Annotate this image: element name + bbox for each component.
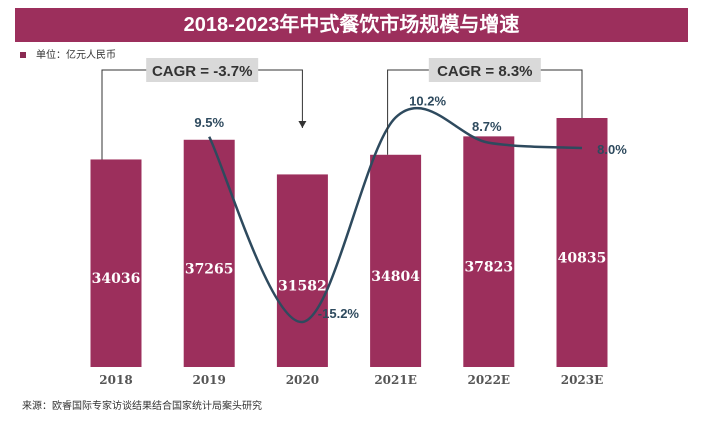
bar-value-label: 34804 <box>371 269 420 285</box>
cagr-label: CAGR = 8.3% <box>437 63 532 80</box>
bar-value-label: 34036 <box>92 271 141 287</box>
bar-2018 <box>90 159 142 367</box>
growth-label: 9.5% <box>194 115 224 130</box>
growth-label: 8.0% <box>597 142 627 157</box>
unit-text: 单位：亿元人民币 <box>36 50 116 61</box>
growth-label: 8.7% <box>472 119 502 134</box>
bullet-icon <box>20 52 26 59</box>
growth-line <box>208 106 583 324</box>
cagr-box <box>428 58 541 82</box>
bar-2019 <box>183 139 235 367</box>
bar-2023E <box>556 118 608 367</box>
bar-value-label: 37823 <box>464 260 513 276</box>
bar-2022E <box>463 136 515 367</box>
bar-2021E <box>370 154 422 367</box>
chart-title: 2018-2023年中式餐饮市场规模与增速 <box>15 8 688 42</box>
bar-value-label: 37265 <box>185 261 234 277</box>
cagr-label: CAGR = -3.7% <box>152 63 252 80</box>
growth-label: -15.2% <box>318 306 360 321</box>
source-note: 来源：欧睿国际专家访谈结果结合国家统计局案头研究 <box>22 401 262 412</box>
bar-2020 <box>276 174 328 367</box>
x-tick-label: 2020 <box>286 373 319 387</box>
growth-label: 10.2% <box>409 94 446 109</box>
x-tick-label: 2019 <box>192 373 225 387</box>
bar-value-label: 31582 <box>278 279 327 295</box>
unit-label: 单位：亿元人民币 <box>20 46 116 61</box>
cagr-box <box>146 58 259 82</box>
bar-value-label: 40835 <box>558 251 607 267</box>
arrow-down-icon <box>298 121 307 128</box>
x-tick-label: 2023E <box>561 373 604 387</box>
x-tick-label: 2021E <box>374 373 417 387</box>
x-tick-label: 2022E <box>468 373 511 387</box>
x-tick-label: 2018 <box>99 373 132 387</box>
